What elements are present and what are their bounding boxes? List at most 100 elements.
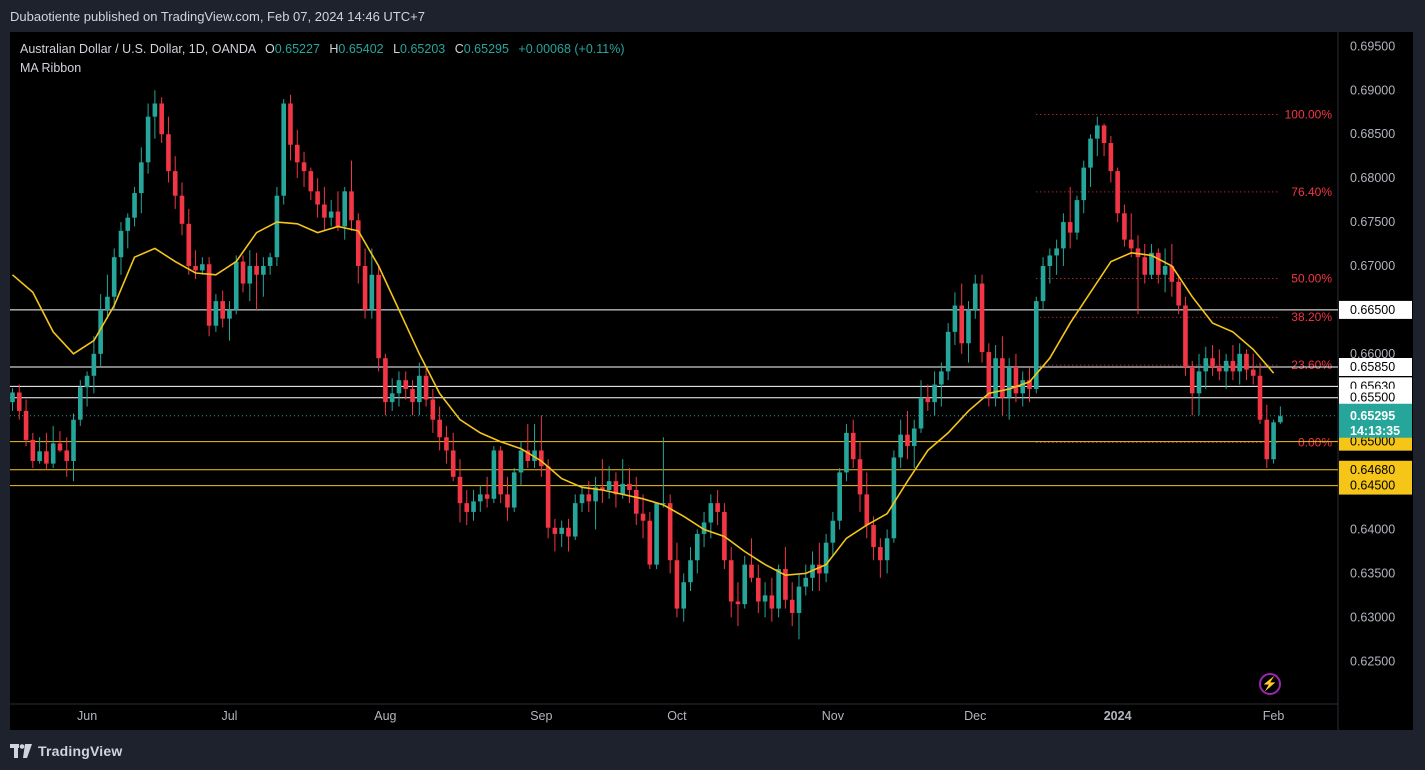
time-tick-label: 2024	[1104, 709, 1132, 723]
current-price-label-bg	[1339, 403, 1412, 438]
candle-body	[227, 309, 232, 319]
candle-body	[966, 309, 971, 344]
price-axis-label: 0.66500	[1350, 303, 1395, 317]
legend-symbol[interactable]: Australian Dollar / U.S. Dollar, 1D, OAN…	[20, 42, 256, 56]
candle-body	[349, 191, 354, 221]
candle-body	[715, 503, 720, 512]
price-tick-label: 0.66000	[1350, 347, 1395, 361]
candle-body	[57, 443, 63, 451]
bottom-bar: TradingView	[0, 730, 1425, 770]
time-tick-label: Jun	[77, 709, 97, 723]
fib-level-label: 23.60%	[1291, 358, 1332, 372]
candle-body	[44, 451, 49, 464]
candle-body	[247, 265, 253, 284]
candle-body	[817, 564, 822, 574]
chart-svg[interactable]: 100.00% 76.40% 50.00% 38.20% 23.60% 0.00% 0.69…	[10, 32, 1413, 730]
candle-body	[762, 595, 768, 602]
candle-body	[301, 162, 307, 172]
candle-body	[525, 450, 531, 461]
price-axis-label: 0.65850	[1350, 360, 1395, 374]
candle-body	[647, 520, 653, 565]
legend-close-label: C	[454, 42, 464, 56]
candle-body	[410, 388, 415, 403]
chart-legend[interactable]: Australian Dollar / U.S. Dollar, 1D, OAN…	[20, 40, 625, 78]
price-axis-label: 0.65500	[1350, 391, 1395, 405]
candle-body	[281, 103, 286, 196]
candle-body	[1210, 358, 1215, 367]
candle-body	[844, 432, 849, 473]
candle-body	[200, 264, 205, 271]
legend-indicator[interactable]: MA Ribbon	[20, 61, 82, 75]
ma-ribbon-line	[11, 221, 1275, 577]
candle-body	[213, 301, 219, 326]
legend-high-label: H	[329, 42, 339, 56]
candle-body	[315, 191, 320, 205]
chart-area[interactable]: 100.00% 76.40% 50.00% 38.20% 23.60% 0.00% 0.69…	[10, 32, 1413, 730]
legend-symbol-row[interactable]: Australian Dollar / U.S. Dollar, 1D, OAN…	[20, 40, 625, 59]
candle-body	[1047, 255, 1053, 266]
price-axis-label-bg	[1339, 388, 1412, 407]
candle-body	[322, 204, 327, 218]
price-axis-label: 0.65000	[1350, 435, 1395, 449]
time-tick-label: Feb	[1263, 709, 1285, 723]
candle-body	[1013, 367, 1019, 394]
candle-body	[701, 522, 707, 534]
candle-body	[959, 305, 964, 344]
candle-body	[613, 481, 619, 495]
candle-body	[10, 392, 15, 403]
candle-body	[1027, 380, 1032, 389]
candle-body	[369, 274, 375, 310]
candle-body	[952, 305, 958, 332]
time-tick-label: Aug	[374, 709, 396, 723]
candle-body	[78, 387, 83, 420]
candle-body	[756, 577, 761, 602]
candle-body	[871, 525, 876, 548]
candle-body	[600, 487, 605, 490]
candle-body	[1189, 367, 1195, 394]
candle-body	[742, 564, 748, 605]
candle-body	[1217, 367, 1222, 372]
tradingview-logo[interactable]: TradingView	[10, 742, 122, 760]
candle-body	[450, 450, 456, 477]
countdown-label: 14:13:35	[1350, 424, 1400, 438]
tradingview-logo-icon	[10, 744, 32, 758]
candle-body	[661, 503, 666, 505]
candle-body	[417, 375, 422, 403]
candle-body	[437, 419, 442, 438]
candle-body	[532, 450, 537, 461]
candle-body	[342, 191, 348, 227]
candle-body	[220, 301, 225, 319]
candle-body	[145, 116, 151, 163]
price-tick-label: 0.68500	[1350, 127, 1395, 141]
candle-body	[1223, 360, 1229, 372]
candle-body	[16, 392, 22, 411]
candle-body	[1067, 222, 1073, 233]
candle-body	[1088, 138, 1093, 168]
candle-body	[911, 428, 917, 447]
candle-body	[1162, 265, 1168, 275]
candle-body	[1128, 239, 1134, 249]
candle-body	[444, 437, 449, 451]
candle-body	[1054, 248, 1059, 256]
time-tick-label: Dec	[964, 709, 986, 723]
candle-body	[769, 595, 775, 609]
candle-body	[918, 397, 924, 429]
candle-body	[1040, 265, 1046, 302]
time-tick-label: Jul	[221, 709, 237, 723]
candle-body	[932, 384, 937, 403]
candle-body	[50, 443, 56, 464]
price-tick-label: 0.64000	[1350, 523, 1395, 537]
candle-body	[572, 503, 578, 537]
candle-body	[1122, 213, 1127, 240]
tradingview-logo-text: TradingView	[38, 743, 123, 759]
candle-body	[633, 489, 639, 514]
lightning-icon[interactable]: ⚡	[1259, 673, 1281, 695]
candle-body	[23, 410, 29, 440]
candle-body	[383, 358, 388, 403]
candle-body	[1196, 371, 1202, 394]
candle-body	[111, 257, 117, 297]
price-tick-label: 0.68000	[1350, 171, 1395, 185]
publisher-text: Dubaotiente published on TradingView.com…	[10, 9, 425, 24]
price-axis-label-bg	[1339, 300, 1412, 319]
candle-body	[328, 211, 334, 218]
